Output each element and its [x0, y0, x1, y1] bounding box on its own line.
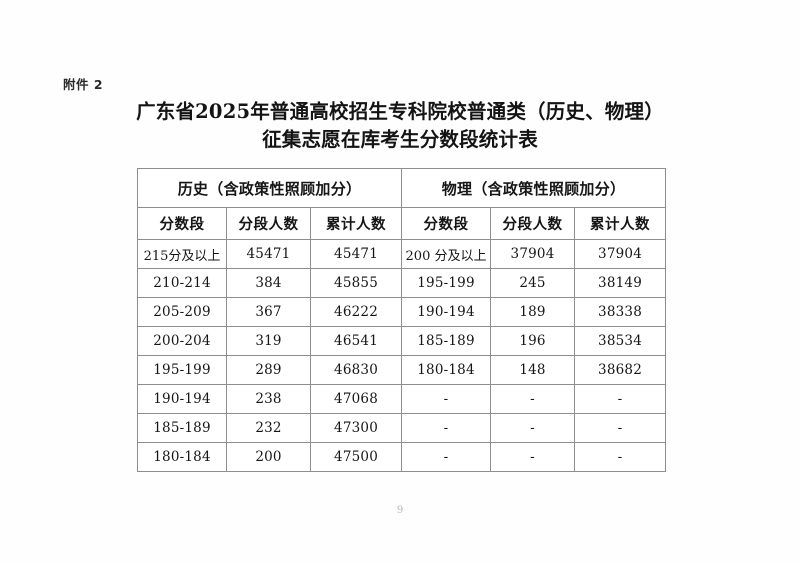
cell-physics-cumulative: 38682: [574, 355, 667, 385]
cell-history-range: 205-209: [137, 297, 227, 327]
cell-physics-range: 180-184: [401, 355, 492, 385]
title-line-secondary: 征集志愿在库考生分数段统计表: [262, 128, 538, 151]
cell-history-segment: 367: [226, 297, 311, 327]
score-table-container: 历史（含政策性照顾加分） 物理（含政策性照顾加分） 分数段 分段人数 累计人数 …: [136, 168, 667, 472]
cell-physics-segment: 37904: [490, 239, 576, 269]
cell-history-range: 200-204: [137, 326, 227, 356]
cell-history-cumulative: 47500: [309, 442, 403, 472]
table-row: 200-204 319 46541 185-189 196 38534: [137, 326, 667, 356]
cell-history-cumulative: 45471: [309, 239, 403, 269]
cell-physics-segment: 196: [490, 326, 576, 356]
table-row: 205-209 367 46222 190-194 189 38338: [137, 297, 667, 327]
table-row: 190-194 238 47068 - - -: [137, 384, 667, 414]
title-line-primary: 广东省2025年普通高校招生专科院校普通类（历史、物理）: [136, 100, 664, 123]
table-row: 180-184 200 47500 - - -: [137, 442, 667, 472]
cell-physics-range: 190-194: [401, 297, 492, 327]
column-header-physics-segment: 分段人数: [490, 207, 576, 240]
table-row: 215分及以上 45471 45471 200 分及以上 37904 37904: [137, 239, 667, 269]
cell-physics-segment: -: [490, 384, 576, 414]
cell-history-segment: 238: [226, 384, 311, 414]
column-header-history-cumulative: 累计人数: [309, 207, 403, 240]
table-column-header-row: 分数段 分段人数 累计人数 分数段 分段人数 累计人数: [137, 207, 667, 240]
cell-physics-segment: 148: [490, 355, 576, 385]
table-row: 195-199 289 46830 180-184 148 38682: [137, 355, 667, 385]
score-distribution-table: 历史（含政策性照顾加分） 物理（含政策性照顾加分） 分数段 分段人数 累计人数 …: [136, 168, 667, 472]
column-header-physics-cumulative: 累计人数: [574, 207, 667, 240]
group-header-physics: 物理（含政策性照顾加分）: [401, 168, 667, 208]
cell-physics-segment: -: [490, 413, 576, 443]
cell-history-cumulative: 46830: [309, 355, 403, 385]
cell-history-range: 190-194: [137, 384, 227, 414]
cell-physics-segment: 245: [490, 268, 576, 298]
cell-physics-cumulative: -: [574, 413, 667, 443]
cell-history-segment: 45471: [226, 239, 311, 269]
group-header-history: 历史（含政策性照顾加分）: [136, 168, 403, 208]
cell-history-cumulative: 47300: [309, 413, 403, 443]
cell-physics-cumulative: 37904: [574, 239, 667, 269]
cell-history-segment: 200: [226, 442, 311, 472]
table-row: 185-189 232 47300 - - -: [137, 413, 667, 443]
table-row: 210-214 384 45855 195-199 245 38149: [137, 268, 667, 298]
cell-physics-range: -: [401, 384, 492, 414]
column-header-history-range: 分数段: [137, 207, 227, 240]
cell-physics-range: 195-199: [401, 268, 492, 298]
cell-history-segment: 232: [226, 413, 311, 443]
cell-history-segment: 289: [226, 355, 311, 385]
column-header-physics-range: 分数段: [401, 207, 492, 240]
attachment-label: 附件 2: [63, 77, 104, 92]
cell-history-cumulative: 45855: [309, 268, 403, 298]
document-title: 广东省2025年普通高校招生专科院校普通类（历史、物理） 征集志愿在库考生分数段…: [0, 98, 800, 153]
page-number: 9: [396, 505, 404, 516]
cell-physics-segment: -: [490, 442, 576, 472]
cell-physics-cumulative: 38534: [574, 326, 667, 356]
cell-physics-cumulative: 38149: [574, 268, 667, 298]
cell-history-range: 210-214: [137, 268, 227, 298]
cell-physics-range: -: [401, 413, 492, 443]
cell-history-cumulative: 46541: [309, 326, 403, 356]
cell-history-range: 195-199: [137, 355, 227, 385]
cell-physics-cumulative: 38338: [574, 297, 667, 327]
table-group-header-row: 历史（含政策性照顾加分） 物理（含政策性照顾加分）: [136, 168, 667, 208]
cell-history-range: 180-184: [137, 442, 227, 472]
cell-physics-segment: 189: [490, 297, 576, 327]
cell-history-cumulative: 47068: [309, 384, 403, 414]
cell-history-segment: 319: [226, 326, 311, 356]
cell-physics-range: -: [401, 442, 492, 472]
column-header-history-segment: 分段人数: [226, 207, 311, 240]
cell-physics-range: 200 分及以上: [401, 239, 492, 269]
cell-physics-cumulative: -: [574, 384, 667, 414]
cell-history-range: 185-189: [137, 413, 227, 443]
cell-physics-range: 185-189: [401, 326, 492, 356]
cell-history-segment: 384: [226, 268, 311, 298]
cell-history-cumulative: 46222: [309, 297, 403, 327]
cell-history-range: 215分及以上: [137, 239, 227, 269]
cell-physics-cumulative: -: [574, 442, 667, 472]
